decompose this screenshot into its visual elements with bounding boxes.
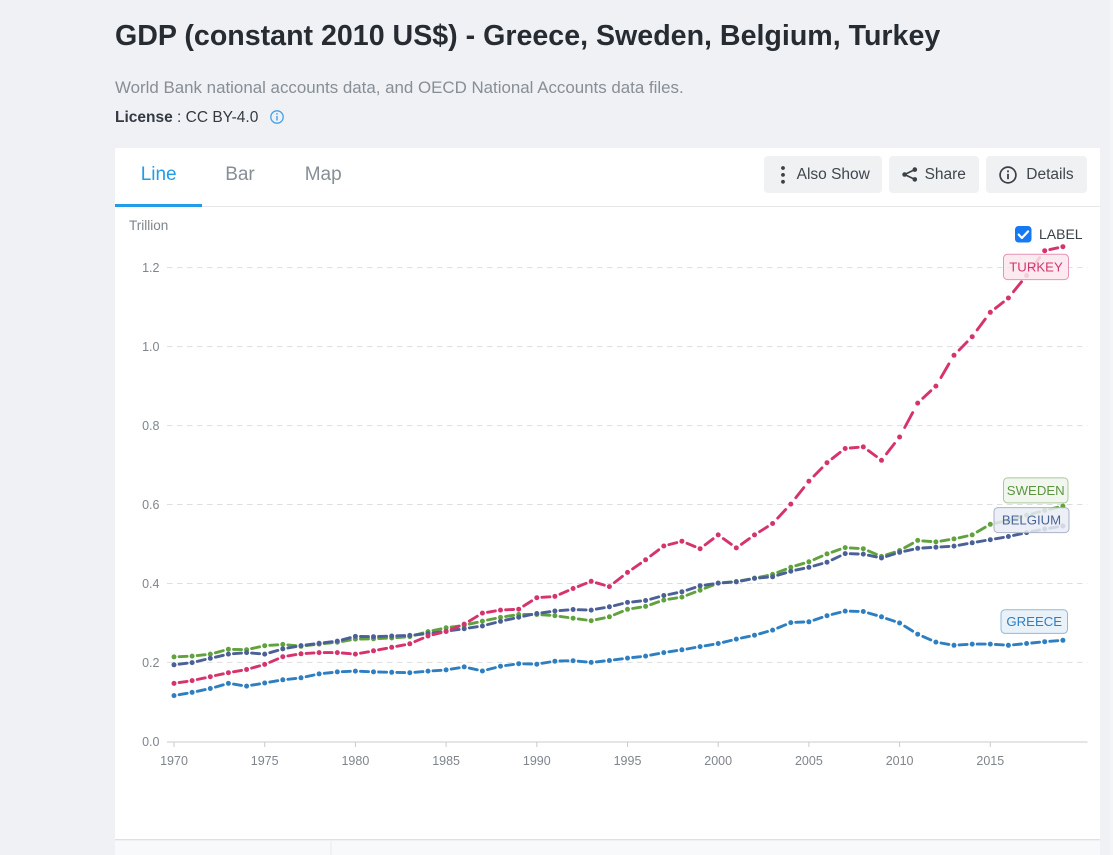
svg-text:GREECE: GREECE [1006,614,1062,629]
svg-text:1.0: 1.0 [142,340,159,354]
svg-text:0.8: 0.8 [142,419,159,433]
svg-text:2000: 2000 [704,754,732,768]
svg-text:1995: 1995 [614,754,642,768]
svg-text:Trillion: Trillion [129,218,168,233]
svg-text:BELGIUM: BELGIUM [1002,513,1061,528]
svg-text:TURKEY: TURKEY [1009,260,1063,275]
svg-text:2015: 2015 [976,754,1004,768]
svg-text:LABEL: LABEL [1039,226,1083,242]
svg-text:1980: 1980 [341,754,369,768]
svg-text:1975: 1975 [251,754,279,768]
svg-text:0.0: 0.0 [142,735,159,749]
svg-text:2010: 2010 [886,754,914,768]
svg-text:1985: 1985 [432,754,460,768]
svg-text:1.2: 1.2 [142,261,159,275]
svg-text:SWEDEN: SWEDEN [1007,483,1065,498]
svg-text:0.2: 0.2 [142,656,159,670]
svg-text:0.6: 0.6 [142,498,159,512]
svg-text:1990: 1990 [523,754,551,768]
svg-text:1970: 1970 [160,754,188,768]
svg-text:0.4: 0.4 [142,577,159,591]
svg-text:2005: 2005 [795,754,823,768]
